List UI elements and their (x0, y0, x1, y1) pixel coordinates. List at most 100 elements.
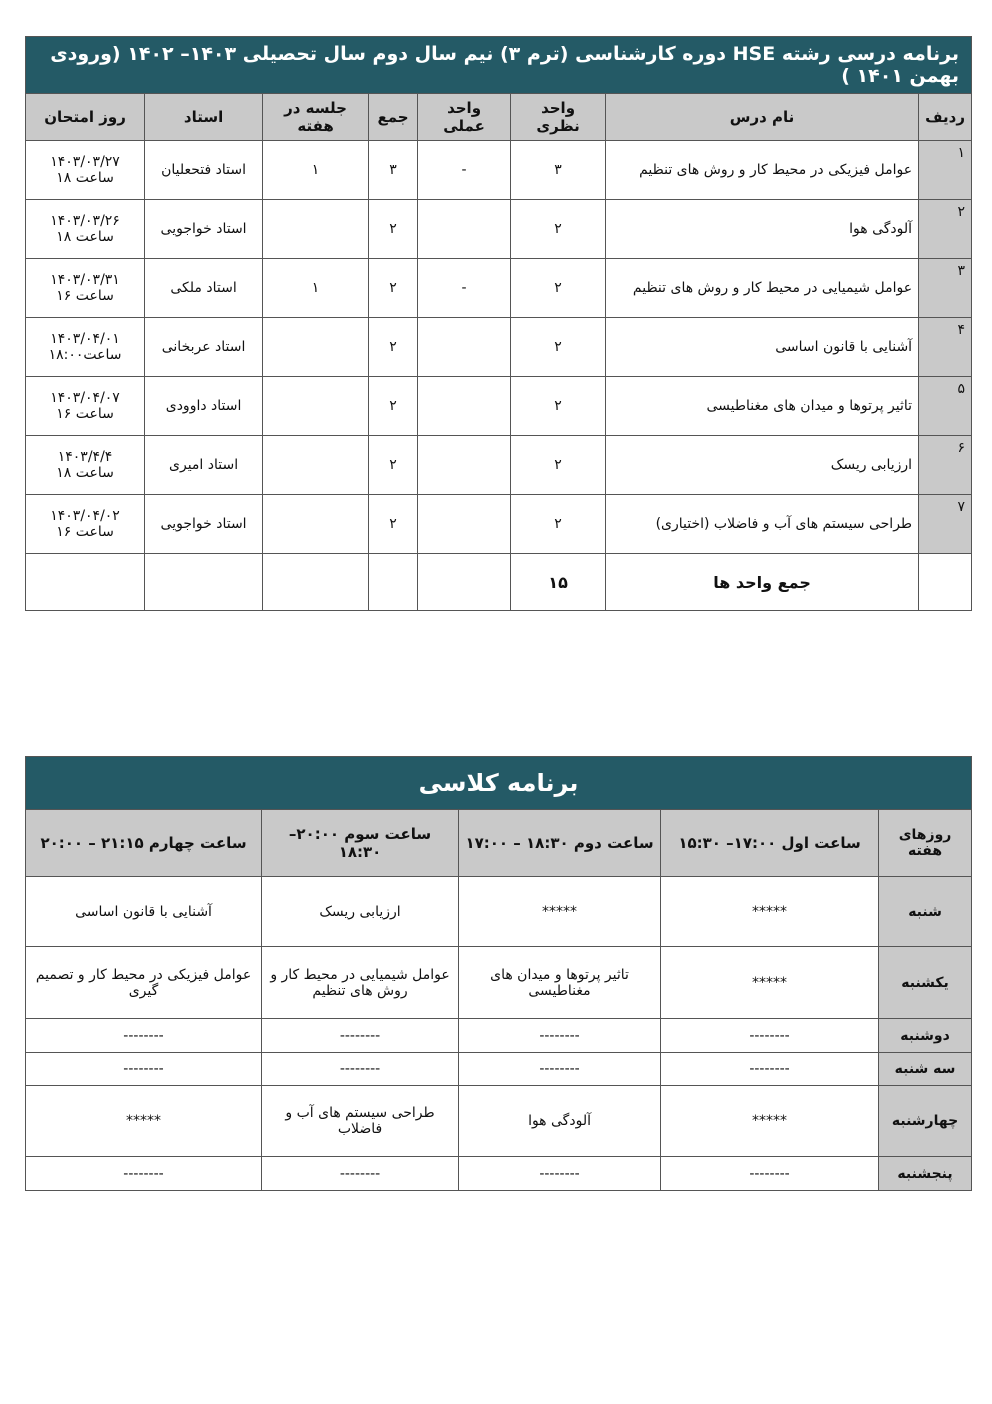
schedule-cell: عوامل شیمیایی در محیط کار و روش های تنظی… (261, 946, 460, 1019)
column-header: ساعت چهارم ۲۱:۱۵ – ۲۰:۰۰ (24, 809, 263, 877)
schedule-cell: ***** (660, 876, 880, 947)
schedule-row: شنبه ***** ***** ارزیابی ریسک آشنایی با قانو… (24, 876, 973, 947)
total-value: ۱۵ (510, 553, 607, 611)
schedule-cell: -------- (660, 1156, 880, 1191)
schedule-cell: -------- (261, 1018, 460, 1053)
cell-course: آشنایی با قانون اساسی (605, 317, 920, 377)
empty-cell (144, 553, 264, 611)
cell-practical (417, 435, 512, 495)
schedule-cell: -------- (24, 1018, 263, 1053)
cell-total: ۲ (368, 494, 419, 554)
cell-exam: ۱۴۰۳/۰۴/۰۱ ساعت۱۸:۰۰ (24, 317, 146, 377)
day-label: چهارشنبه (878, 1085, 973, 1157)
cell-course: عوامل فیزیکی در محیط کار و روش های تنظیم (605, 140, 920, 200)
schedule-cell: -------- (24, 1052, 263, 1086)
cell-sessions (262, 435, 370, 495)
table-row: ۵ تاثیر پرتوها و میدان های مغناطیسی ۲ ۲ استا… (24, 376, 973, 436)
schedule-title: برنامه کلاسی (24, 756, 973, 810)
table-row: ۲ آلودگی هوا ۲ ۲ استاد خواجویی ۱۴۰۳/۰۳/۲۶ ساعت… (24, 199, 973, 259)
cell-theory: ۲ (510, 317, 607, 377)
cell-teacher: استاد فتحعلیان (144, 140, 264, 200)
schedule-cell: طراحی سیستم های آب و فاضلاب (261, 1085, 460, 1157)
cell-total: ۲ (368, 376, 419, 436)
schedule-cell: -------- (458, 1052, 662, 1086)
schedule-cell: -------- (24, 1156, 263, 1191)
cell-course: تاثیر پرتوها و میدان های مغناطیسی (605, 376, 920, 436)
cell-theory: ۲ (510, 435, 607, 495)
column-header: ساعت دوم ۱۸:۳۰ – ۱۷:۰۰ (458, 809, 662, 877)
exam-time: ساعت۱۸:۰۰ (48, 347, 122, 363)
exam-date: ۱۴۰۳/۴/۴ (57, 449, 113, 465)
cell-course: ارزیابی ریسک (605, 435, 920, 495)
day-label: دوشنبه (878, 1018, 973, 1053)
schedule-cell: ***** (458, 876, 662, 947)
row-number: ۲ (918, 199, 973, 259)
empty-cell (417, 553, 512, 611)
row-number: ۱ (918, 140, 973, 200)
cell-practical: - (417, 140, 512, 200)
empty-cell (918, 553, 973, 611)
table-row: ۶ ارزیابی ریسک ۲ ۲ استاد امیری ۱۴۰۳/۴/۴ ساعت ۱… (24, 435, 973, 495)
exam-date: ۱۴۰۳/۰۴/۰۲ (50, 508, 120, 524)
cell-sessions (262, 376, 370, 436)
schedule-cell: تاثیر پرتوها و میدان های مغناطیسی (458, 946, 662, 1019)
cell-total: ۳ (368, 140, 419, 200)
cell-exam: ۱۴۰۳/۴/۴ ساعت ۱۸ (24, 435, 146, 495)
cell-total: ۲ (368, 199, 419, 259)
cell-exam: ۱۴۰۳/۰۳/۳۱ ساعت ۱۶ (24, 258, 146, 318)
column-header: واحد نظری (510, 93, 607, 141)
schedule-cell: ارزیابی ریسک (261, 876, 460, 947)
cell-total: ۲ (368, 258, 419, 318)
cell-exam: ۱۴۰۳/۰۴/۰۲ ساعت ۱۶ (24, 494, 146, 554)
cell-teacher: استاد ملکی (144, 258, 264, 318)
cell-course: عوامل شیمیایی در محیط کار و روش های تنظی… (605, 258, 920, 318)
cell-practical (417, 317, 512, 377)
cell-teacher: استاد داوودی (144, 376, 264, 436)
course-table: برنامه درسی رشته HSE دوره کارشناسی (ترم … (24, 36, 973, 611)
schedule-cell: آلودگی هوا (458, 1085, 662, 1157)
row-number: ۷ (918, 494, 973, 554)
exam-time: ساعت ۱۶ (56, 288, 114, 304)
exam-time: ساعت ۱۶ (56, 524, 114, 540)
total-label: جمع واحد ها (605, 553, 920, 611)
cell-sessions: ۱ (262, 258, 370, 318)
day-label: سه شنبه (878, 1052, 973, 1086)
schedule-row: یکشنبه ***** تاثیر پرتوها و میدان های مغنا… (24, 946, 973, 1019)
cell-course: طراحی سیستم های آب و فاضلاب (اختیاری) (605, 494, 920, 554)
cell-sessions (262, 494, 370, 554)
schedule-cell: ***** (660, 1085, 880, 1157)
cell-course: آلودگی هوا (605, 199, 920, 259)
schedule-row: دوشنبه -------- -------- -------- -------- (24, 1018, 973, 1053)
schedule-cell: -------- (458, 1156, 662, 1191)
column-header: نام درس (605, 93, 920, 141)
empty-cell (24, 553, 146, 611)
cell-practical: - (417, 258, 512, 318)
column-header: ردیف (918, 93, 973, 141)
schedule-row: سه شنبه -------- -------- -------- -------- (24, 1052, 973, 1086)
table-row: ۴ آشنایی با قانون اساسی ۲ ۲ استاد عربخانی ۱۴۰… (24, 317, 973, 377)
column-header: روز امتحان (24, 93, 146, 141)
day-label: یکشنبه (878, 946, 973, 1019)
exam-date: ۱۴۰۳/۰۴/۰۱ (50, 331, 120, 347)
exam-date: ۱۴۰۳/۰۳/۲۷ (50, 154, 120, 170)
table-row: ۱ عوامل فیزیکی در محیط کار و روش های تنظی… (24, 140, 973, 200)
schedule-row: پنجشنبه -------- -------- -------- -------- (24, 1156, 973, 1191)
exam-date: ۱۴۰۳/۰۳/۲۶ (50, 213, 120, 229)
exam-date: ۱۴۰۳/۰۳/۳۱ (50, 272, 120, 288)
row-number: ۵ (918, 376, 973, 436)
cell-theory: ۲ (510, 199, 607, 259)
cell-exam: ۱۴۰۳/۰۴/۰۷ ساعت ۱۶ (24, 376, 146, 436)
day-label: شنبه (878, 876, 973, 947)
cell-theory: ۲ (510, 494, 607, 554)
exam-time: ساعت ۱۸ (56, 170, 114, 186)
cell-theory: ۳ (510, 140, 607, 200)
cell-teacher: استاد خواجویی (144, 494, 264, 554)
cell-sessions: ۱ (262, 140, 370, 200)
column-header: ساعت سوم ۲۰:۰۰– ۱۸:۳۰ (261, 809, 460, 877)
schedule-cell: -------- (261, 1052, 460, 1086)
class-schedule-table: برنامه کلاسی روزهای هفته ساعت اول ۱۷:۰۰– … (24, 756, 973, 1191)
column-header: استاد (144, 93, 264, 141)
exam-time: ساعت ۱۸ (56, 229, 114, 245)
cell-practical (417, 199, 512, 259)
cell-exam: ۱۴۰۳/۰۳/۲۷ ساعت ۱۸ (24, 140, 146, 200)
